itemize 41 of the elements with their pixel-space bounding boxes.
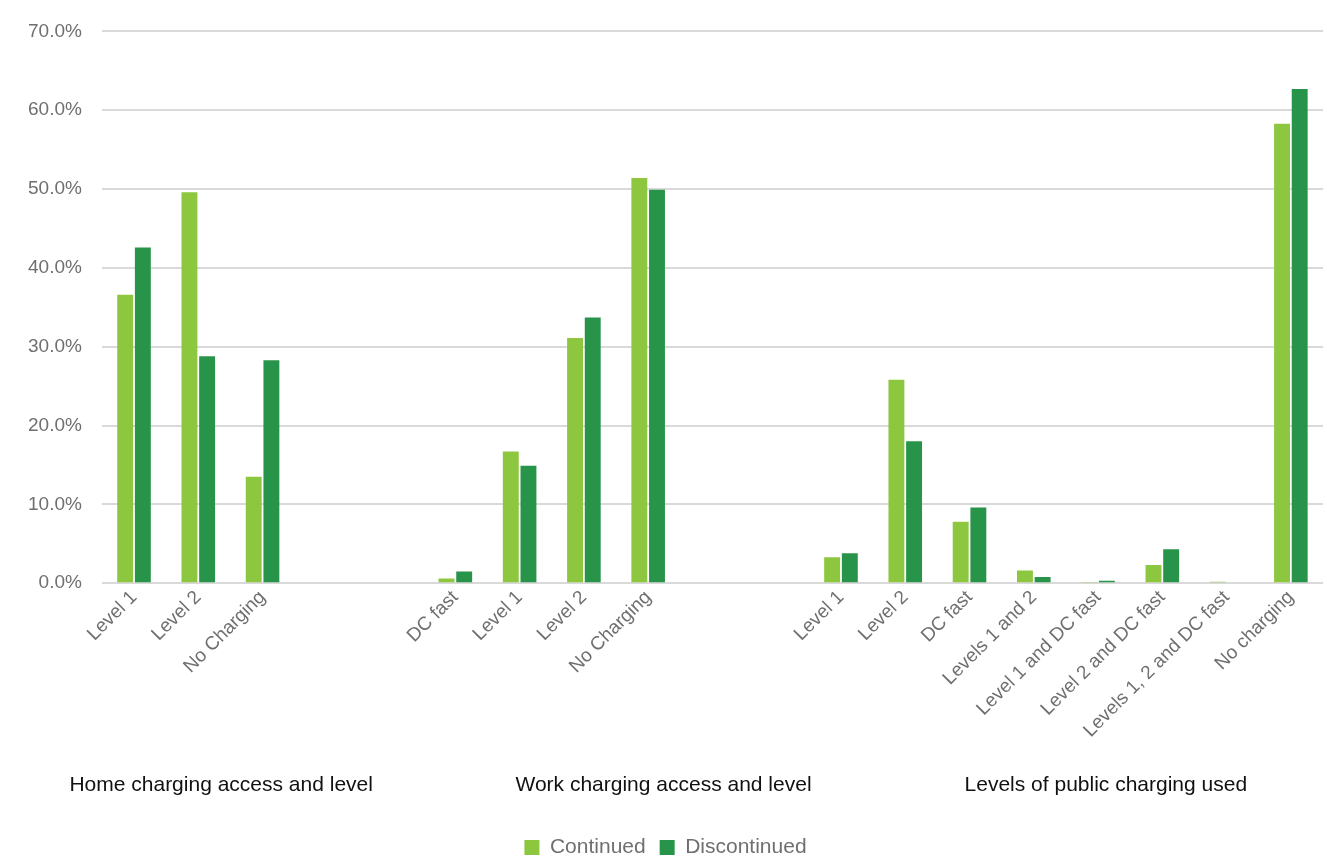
bar xyxy=(584,317,601,583)
legend-label: Continued xyxy=(549,834,646,858)
bar xyxy=(520,465,537,583)
bar xyxy=(952,521,969,583)
bar xyxy=(245,476,262,583)
bar xyxy=(1274,123,1290,583)
y-tick-label: 10.0% xyxy=(28,492,82,514)
bar xyxy=(438,578,455,583)
y-tick-label: 30.0% xyxy=(28,334,82,356)
bar xyxy=(970,507,987,583)
legend-label: Discontinued xyxy=(685,834,807,858)
y-tick-label: 20.0% xyxy=(28,413,82,435)
y-tick-label: 60.0% xyxy=(28,98,82,120)
bar xyxy=(263,360,280,583)
y-tick-label: 40.0% xyxy=(28,256,82,278)
bar xyxy=(134,247,151,583)
text: Levels of public charging used xyxy=(964,771,1248,795)
y-tick-label: 70.0% xyxy=(28,19,82,41)
bar xyxy=(502,451,519,583)
bar xyxy=(888,379,905,583)
bar xyxy=(1163,549,1180,583)
y-tick-label: 50.0% xyxy=(28,177,82,199)
text: Work charging access and level xyxy=(515,771,812,795)
bar xyxy=(1291,88,1308,583)
bar xyxy=(906,441,923,583)
x-tick-label: DC fast xyxy=(402,585,463,646)
bar xyxy=(841,553,858,583)
bar xyxy=(1017,570,1033,583)
text: Home charging access and level xyxy=(69,771,373,795)
bar xyxy=(1034,576,1051,583)
bar xyxy=(456,571,473,583)
y-tick-label: 0.0% xyxy=(38,571,82,593)
bar xyxy=(1145,565,1162,583)
bar xyxy=(117,294,134,583)
bar xyxy=(649,189,665,583)
bar xyxy=(567,338,584,583)
x-tick-label: DC fast xyxy=(916,585,977,646)
bar xyxy=(199,356,216,583)
bar xyxy=(631,178,648,583)
bar xyxy=(181,192,198,583)
bar xyxy=(824,557,841,583)
